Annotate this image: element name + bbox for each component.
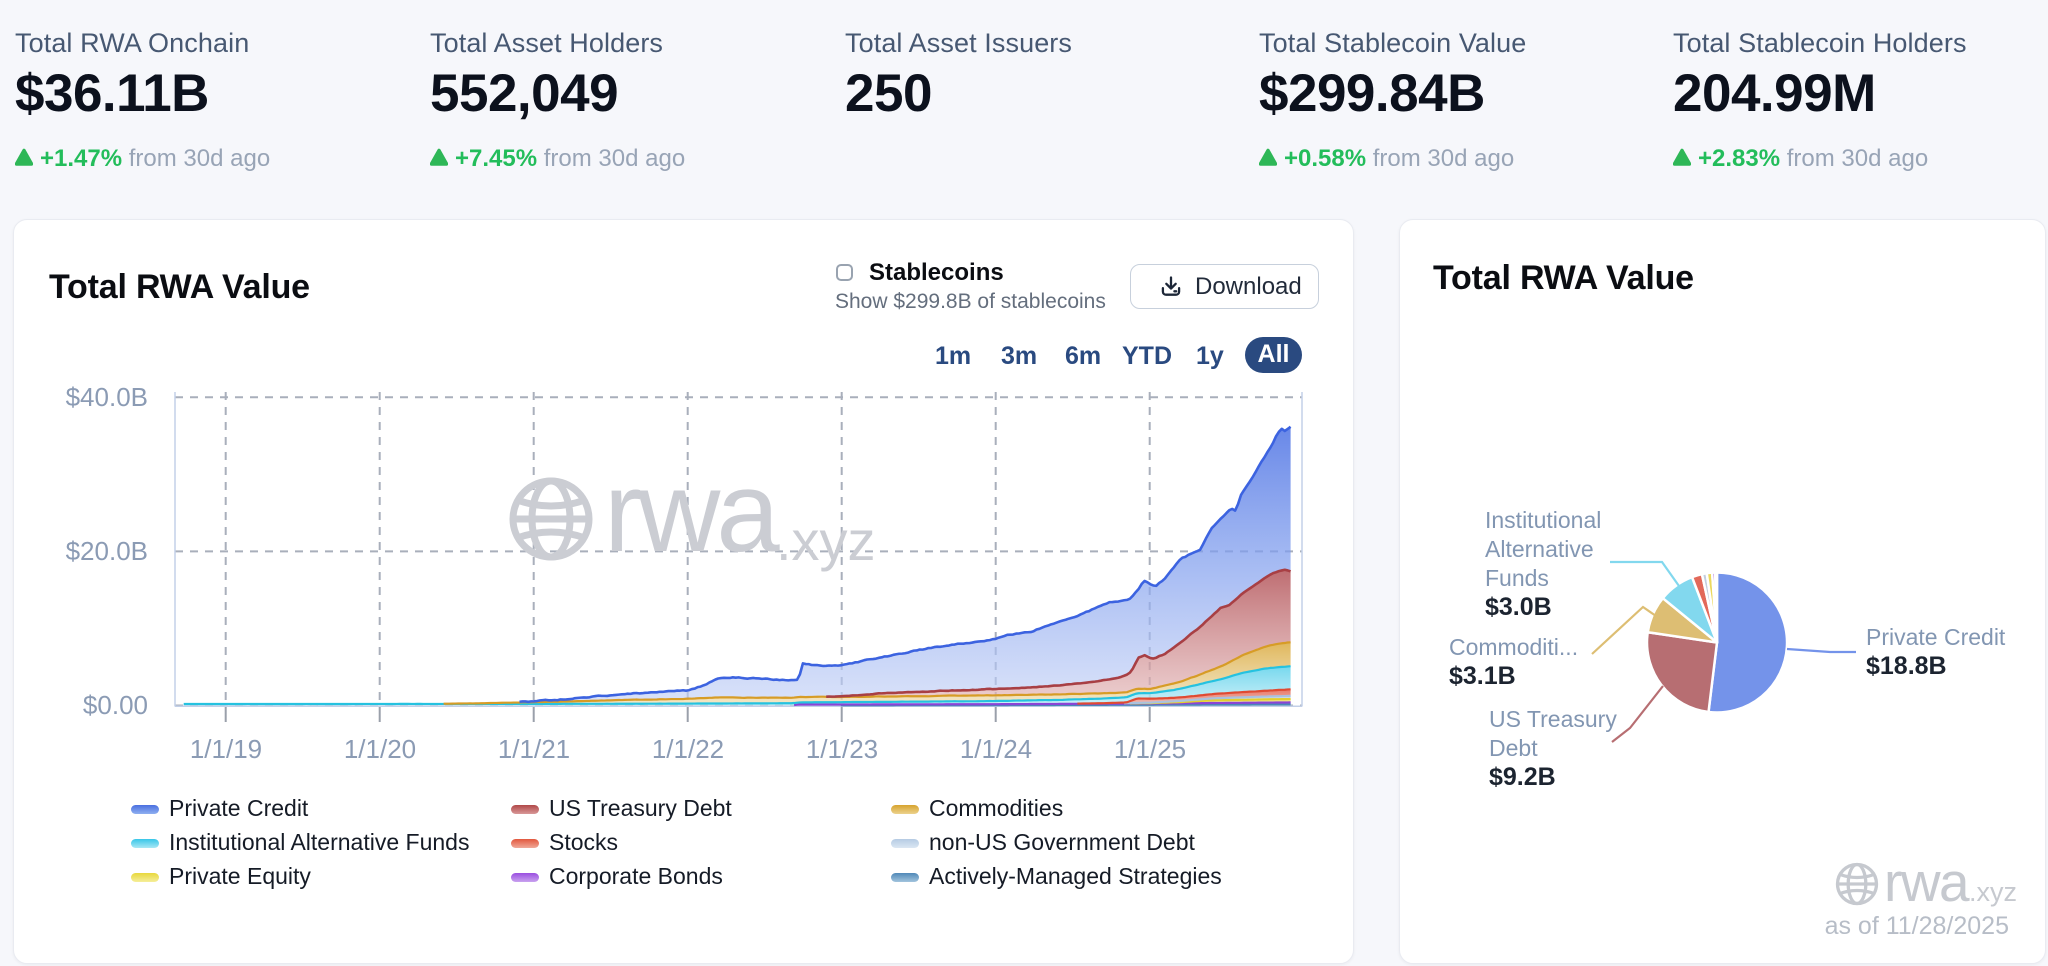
svg-text:Private Credit: Private Credit — [169, 795, 309, 821]
svg-text:as of 11/28/2025: as of 11/28/2025 — [1825, 912, 2009, 940]
svg-text:US Treasury: US Treasury — [1489, 706, 1617, 732]
svg-text:.xyz: .xyz — [776, 509, 876, 572]
svg-text:Debt: Debt — [1489, 735, 1538, 761]
svg-text:Commodities: Commodities — [929, 795, 1063, 821]
svg-text:.xyz: .xyz — [1969, 877, 2017, 907]
svg-text:1/1/21: 1/1/21 — [498, 734, 570, 764]
svg-text:rwa: rwa — [604, 449, 780, 576]
svg-text:$0.00: $0.00 — [83, 690, 148, 720]
svg-text:$9.2B: $9.2B — [1489, 763, 1556, 791]
svg-text:Institutional Alternative Fund: Institutional Alternative Funds — [169, 829, 469, 855]
svg-text:US Treasury Debt: US Treasury Debt — [549, 795, 732, 821]
svg-text:Actively-Managed Strategies: Actively-Managed Strategies — [929, 863, 1222, 889]
svg-text:Private Credit: Private Credit — [1866, 624, 2006, 650]
svg-text:1/1/25: 1/1/25 — [1114, 734, 1186, 764]
svg-text:$18.8B: $18.8B — [1866, 652, 1947, 680]
svg-text:1/1/19: 1/1/19 — [190, 734, 262, 764]
svg-text:$3.1B: $3.1B — [1449, 662, 1516, 690]
svg-text:Alternative: Alternative — [1485, 536, 1594, 562]
svg-text:Private Equity: Private Equity — [169, 863, 311, 889]
svg-text:$3.0B: $3.0B — [1485, 593, 1552, 621]
svg-text:$20.0B: $20.0B — [66, 536, 148, 566]
svg-text:Stocks: Stocks — [549, 829, 618, 855]
svg-text:non-US Government Debt: non-US Government Debt — [929, 829, 1196, 855]
svg-text:Institutional: Institutional — [1485, 507, 1601, 533]
svg-text:Funds: Funds — [1485, 565, 1549, 591]
svg-text:Commoditi...: Commoditi... — [1449, 634, 1578, 660]
svg-text:1/1/23: 1/1/23 — [806, 734, 878, 764]
svg-text:1/1/20: 1/1/20 — [344, 734, 416, 764]
svg-text:Corporate Bonds: Corporate Bonds — [549, 863, 723, 889]
svg-text:$40.0B: $40.0B — [66, 382, 148, 412]
svg-text:1/1/22: 1/1/22 — [652, 734, 724, 764]
svg-text:rwa: rwa — [1884, 851, 1970, 913]
svg-text:1/1/24: 1/1/24 — [960, 734, 1032, 764]
